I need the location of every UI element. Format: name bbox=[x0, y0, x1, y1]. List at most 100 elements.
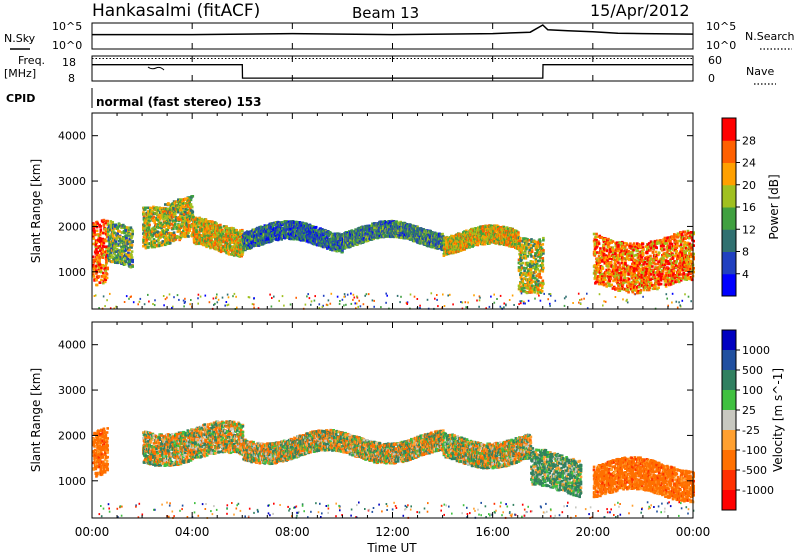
pow-cell bbox=[102, 231, 106, 235]
pow-cell bbox=[95, 229, 99, 233]
pow-cell bbox=[215, 222, 218, 225]
pow-cell bbox=[185, 216, 189, 220]
pow-cell bbox=[116, 227, 119, 230]
pow-cell bbox=[184, 197, 188, 201]
pow-cell bbox=[111, 242, 114, 245]
pow-cell bbox=[123, 231, 126, 235]
pow-cell bbox=[306, 227, 309, 230]
pow-cell bbox=[102, 274, 106, 277]
pow-cell bbox=[205, 226, 209, 229]
pow-cell bbox=[116, 259, 119, 262]
freq-right-tick-bottom: 0 bbox=[708, 72, 715, 85]
pow-cell bbox=[110, 247, 113, 251]
pow-cell bbox=[237, 241, 240, 245]
pow-cell bbox=[92, 233, 96, 236]
pow-cell bbox=[179, 235, 183, 239]
pow-cell bbox=[202, 220, 205, 224]
pow-cell bbox=[178, 229, 181, 233]
pow-cell bbox=[95, 258, 98, 261]
pow-cell bbox=[95, 283, 99, 287]
pow-cell bbox=[167, 207, 170, 211]
pow-cell bbox=[161, 214, 165, 217]
pow-cell bbox=[142, 211, 145, 214]
pow-cell bbox=[165, 241, 169, 245]
pow-cell bbox=[227, 253, 231, 256]
pow-cell bbox=[164, 209, 167, 213]
pow-cell bbox=[154, 228, 157, 231]
pow-cell bbox=[187, 231, 190, 235]
pow-cell bbox=[238, 255, 242, 258]
pow-cell bbox=[241, 250, 245, 254]
pow-cell bbox=[174, 218, 178, 221]
pow-cell bbox=[254, 238, 258, 242]
pow-cell bbox=[168, 220, 171, 223]
pow-cell bbox=[159, 221, 163, 225]
pow-cell bbox=[232, 252, 236, 256]
pow-cell bbox=[102, 271, 105, 275]
pow-cell bbox=[184, 234, 188, 238]
pow-cell bbox=[284, 225, 288, 229]
pow-cell bbox=[102, 218, 106, 222]
pow-cell bbox=[104, 278, 108, 281]
pow-cell bbox=[128, 232, 131, 236]
pow-cell bbox=[143, 224, 146, 228]
pow-cell bbox=[101, 264, 104, 267]
pow-cell bbox=[287, 232, 290, 236]
noise-left-tick-top: 10^5 bbox=[52, 20, 82, 33]
pow-cell bbox=[189, 227, 192, 230]
pow-cell bbox=[153, 241, 156, 245]
pow-cell bbox=[259, 232, 263, 236]
pow-cell bbox=[177, 219, 181, 223]
pow-cell bbox=[95, 272, 98, 275]
freq-right-label: Nave bbox=[746, 65, 774, 78]
pow-cell bbox=[121, 247, 124, 250]
pow-cell bbox=[242, 248, 245, 252]
pow-cell bbox=[222, 230, 225, 233]
pow-cell bbox=[99, 228, 103, 231]
pow-cell bbox=[106, 219, 109, 223]
pow-cell bbox=[108, 237, 112, 241]
pow-cell bbox=[191, 210, 195, 214]
pow-cell bbox=[103, 227, 107, 231]
pow-cell bbox=[153, 221, 156, 224]
pow-cell bbox=[92, 273, 95, 276]
pow-cell bbox=[95, 220, 99, 224]
pow-cell bbox=[182, 213, 186, 216]
pow-cell bbox=[92, 235, 95, 238]
pow-cell bbox=[102, 253, 106, 257]
pow-cell bbox=[101, 248, 104, 252]
pow-cell bbox=[279, 221, 282, 224]
pow-cell bbox=[121, 260, 124, 264]
pow-cell bbox=[99, 225, 103, 228]
pow-cell bbox=[297, 221, 300, 224]
pow-cell bbox=[238, 230, 242, 234]
pow-cell bbox=[234, 231, 237, 234]
pow-cell bbox=[100, 266, 103, 270]
pow-cell bbox=[119, 241, 123, 244]
pow-cell bbox=[105, 258, 108, 261]
pow-cell bbox=[188, 196, 191, 199]
pow-cell bbox=[232, 236, 236, 239]
pow-cell bbox=[293, 237, 296, 241]
pow-cell bbox=[143, 233, 146, 236]
pow-cell bbox=[160, 231, 163, 234]
pow-cell bbox=[94, 266, 98, 269]
pow-cell bbox=[114, 240, 118, 243]
pow-cell bbox=[155, 207, 159, 210]
pow-cell bbox=[130, 250, 134, 253]
pow-cell bbox=[105, 229, 108, 233]
pow-cell bbox=[95, 256, 99, 259]
pow-cell bbox=[239, 242, 243, 246]
pow-cell bbox=[174, 219, 178, 223]
pow-cell bbox=[145, 223, 149, 227]
pow-cell bbox=[169, 232, 173, 235]
pow-cell bbox=[124, 229, 128, 232]
pow-cell bbox=[95, 240, 99, 244]
pow-cell bbox=[118, 244, 122, 247]
pow-cell bbox=[118, 235, 122, 239]
pow-cell bbox=[169, 206, 172, 210]
pow-cell bbox=[172, 227, 175, 231]
pow-cell bbox=[193, 239, 196, 242]
pow-cell bbox=[176, 208, 180, 212]
pow-cell bbox=[120, 251, 124, 255]
